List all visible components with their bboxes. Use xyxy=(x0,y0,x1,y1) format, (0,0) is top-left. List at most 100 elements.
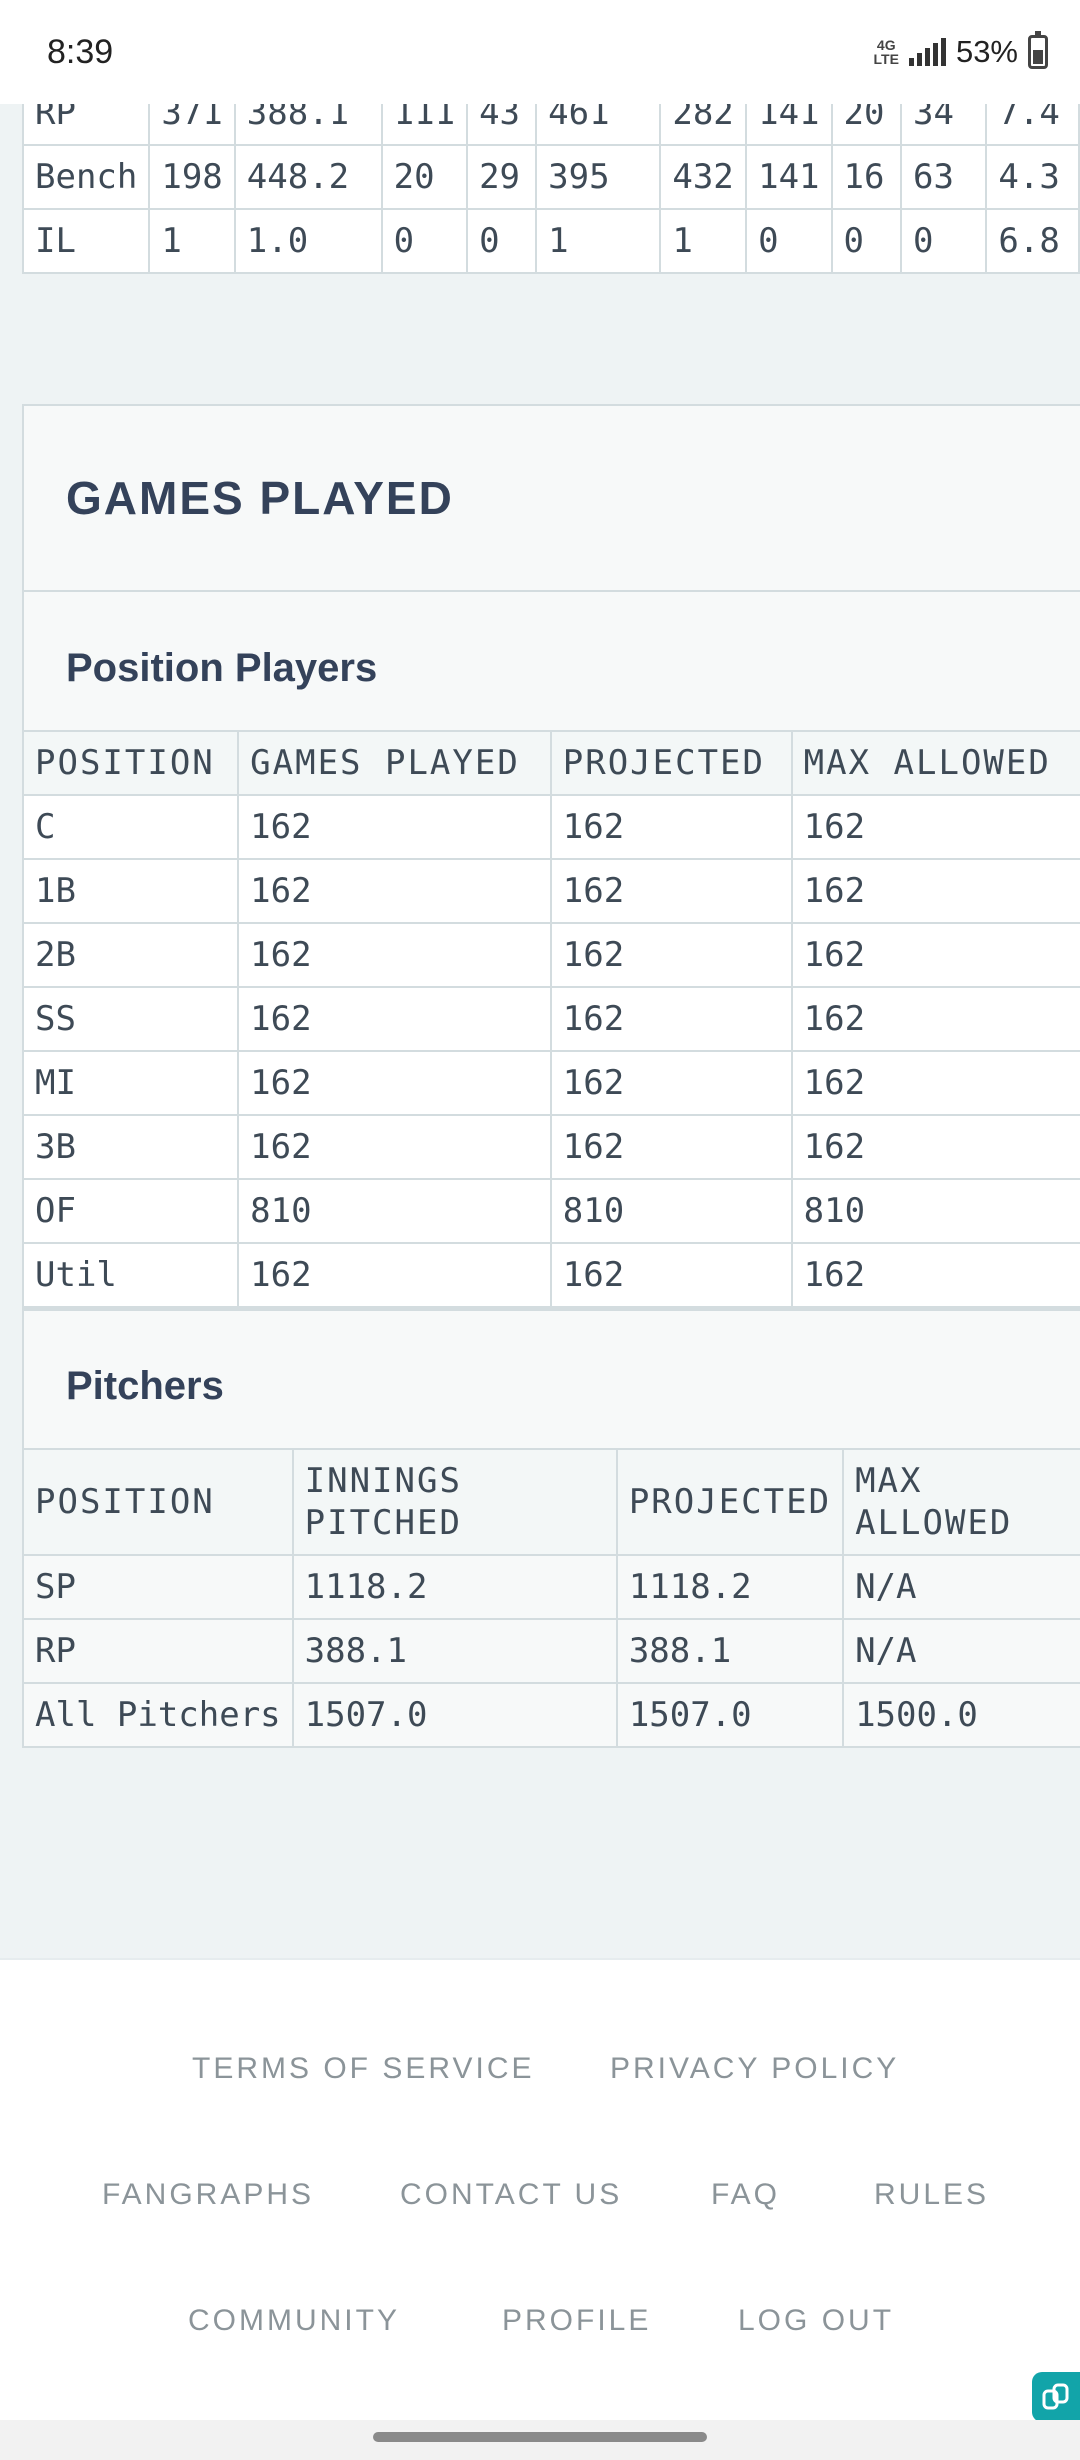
table-cell: 162 xyxy=(790,794,1080,860)
status-indicators: 4G LTE 53% xyxy=(873,31,1048,70)
table-row: 1B 162 162 162 xyxy=(21,858,1080,924)
table-cell: 29 xyxy=(466,144,538,210)
table-cell: 432 xyxy=(659,144,748,210)
table-cell: 162 xyxy=(790,1050,1080,1116)
table-cell: 162 xyxy=(549,986,793,1052)
table-cell: 162 xyxy=(237,1242,552,1308)
table-header-cell: POSITION xyxy=(21,730,240,796)
table-row: Bench 198 448.2 20 29 395 432 141 16 63 4.3 xyxy=(22,144,1080,210)
table-cell: 0 xyxy=(466,208,538,274)
table-header-cell: GAMES PLAYED xyxy=(237,730,552,796)
position-players-heading: Position Players xyxy=(66,646,378,690)
table-cell: 4.3 xyxy=(985,144,1080,210)
table-cell: 162 xyxy=(549,794,793,860)
home-gesture-handle[interactable] xyxy=(373,2432,707,2442)
share-icon[interactable] xyxy=(1032,2372,1080,2422)
table-cell: 1507.0 xyxy=(615,1682,845,1748)
pitchers-heading: Pitchers xyxy=(66,1364,224,1408)
table-cell: 0 xyxy=(899,208,988,274)
table-row: RP 388.1 388.1 N/A xyxy=(22,1618,1080,1684)
table-cell: 1118.2 xyxy=(291,1554,618,1620)
fangraphs-link[interactable]: FANGRAPHS xyxy=(102,2178,315,2211)
table-cell: SP xyxy=(22,1554,294,1620)
table-header-cell: MAX ALLOWED xyxy=(790,730,1080,796)
table-cell: 3B xyxy=(21,1114,240,1180)
table-cell: 162 xyxy=(790,858,1080,924)
table-cell: 0 xyxy=(830,208,903,274)
table-header-cell: POSITION xyxy=(22,1448,294,1556)
table-cell: IL xyxy=(22,208,151,274)
table-cell: 162 xyxy=(237,794,552,860)
battery-icon xyxy=(1028,31,1048,69)
table-cell: 162 xyxy=(549,1050,793,1116)
table-cell: 162 xyxy=(237,986,552,1052)
table-cell: 162 xyxy=(790,1114,1080,1180)
table-cell: 810 xyxy=(549,1178,793,1244)
games-played-card: GAMES PLAYED Position Players POSITION GA… xyxy=(21,404,1080,1748)
community-link[interactable]: COMMUNITY xyxy=(188,2304,400,2337)
table-header-cell: MAX ALLOWED xyxy=(842,1448,1080,1556)
table-cell: 810 xyxy=(790,1178,1080,1244)
table-cell: 198 xyxy=(148,144,236,210)
table-cell: 1 xyxy=(535,208,662,274)
table-cell: 1.0 xyxy=(233,208,383,274)
table-header-cell: PROJECTED xyxy=(549,730,793,796)
table-cell: 63 xyxy=(899,144,988,210)
terms-of-service-link[interactable]: TERMS OF SERVICE xyxy=(192,2052,535,2085)
privacy-policy-link[interactable]: PRIVACY POLICY xyxy=(610,2052,900,2085)
faq-link[interactable]: FAQ xyxy=(711,2178,781,2211)
table-cell: 162 xyxy=(237,922,552,988)
table-cell: 162 xyxy=(790,986,1080,1052)
table-cell: C xyxy=(21,794,240,860)
table-row: OF 810 810 810 xyxy=(21,1178,1080,1244)
table-header-cell: PROJECTED xyxy=(615,1448,845,1556)
signal-icon xyxy=(908,38,946,66)
table-cell: 20 xyxy=(380,144,469,210)
status-time: 8:39 xyxy=(47,32,114,71)
table-row: 3B 162 162 162 xyxy=(21,1114,1080,1180)
table-cell: 1500.0 xyxy=(842,1682,1080,1748)
table-header-row: POSITION INNINGS PITCHED PROJECTED MAX ALLOWE… xyxy=(22,1448,1080,1556)
pitchers-table: POSITION INNINGS PITCHED PROJECTED MAX ALLOWE… xyxy=(22,1448,1080,1748)
table-row: SP 1118.2 1118.2 N/A xyxy=(22,1554,1080,1620)
table-cell: 162 xyxy=(790,1242,1080,1308)
table-row: Util 162 162 162 xyxy=(21,1242,1080,1308)
table-cell: N/A xyxy=(842,1618,1080,1684)
table-cell: SS xyxy=(21,986,240,1052)
table-header-row: POSITION GAMES PLAYED PROJECTED MAX ALLOWED xyxy=(21,730,1080,796)
table-cell: OF xyxy=(21,1178,240,1244)
log-out-link[interactable]: LOG OUT xyxy=(738,2304,895,2337)
table-cell: 162 xyxy=(237,1050,552,1116)
battery-percent: 53% xyxy=(955,34,1018,69)
table-cell: 162 xyxy=(790,922,1080,988)
table-cell: Bench xyxy=(22,144,151,210)
contact-us-link[interactable]: CONTACT US xyxy=(400,2178,623,2211)
table-cell: 162 xyxy=(237,858,552,924)
table-cell: N/A xyxy=(842,1554,1080,1620)
table-row: SS 162 162 162 xyxy=(21,986,1080,1052)
table-cell: 162 xyxy=(549,858,793,924)
table-cell: 162 xyxy=(549,922,793,988)
table-row: All Pitchers 1507.0 1507.0 1500.0 xyxy=(22,1682,1080,1748)
footer: TERMS OF SERVICE PRIVACY POLICY FANGRAPH… xyxy=(0,1958,1080,2420)
table-cell: All Pitchers xyxy=(22,1682,294,1748)
table-row: IL 1 1.0 0 0 1 1 0 0 0 6.8 xyxy=(22,208,1080,274)
profile-link[interactable]: PROFILE xyxy=(502,2304,652,2337)
table-cell: 1 xyxy=(659,208,748,274)
table-cell: 448.2 xyxy=(233,144,383,210)
table-cell: Util xyxy=(21,1242,240,1308)
table-cell: 6.8 xyxy=(985,208,1080,274)
table-cell: 388.1 xyxy=(291,1618,618,1684)
rules-link[interactable]: RULES xyxy=(874,2178,990,2211)
table-header-cell: INNINGS PITCHED xyxy=(291,1448,618,1556)
table-cell: 388.1 xyxy=(615,1618,845,1684)
table-cell: 141 xyxy=(745,144,833,210)
table-cell: 162 xyxy=(237,1114,552,1180)
table-cell: 34 xyxy=(899,80,988,146)
table-cell: RP xyxy=(22,1618,294,1684)
table-cell: 810 xyxy=(237,1178,552,1244)
network-icon: 4G LTE xyxy=(873,37,899,67)
section-divider xyxy=(22,1308,1080,1311)
table-cell: 1B xyxy=(21,858,240,924)
table-cell: 162 xyxy=(549,1242,793,1308)
